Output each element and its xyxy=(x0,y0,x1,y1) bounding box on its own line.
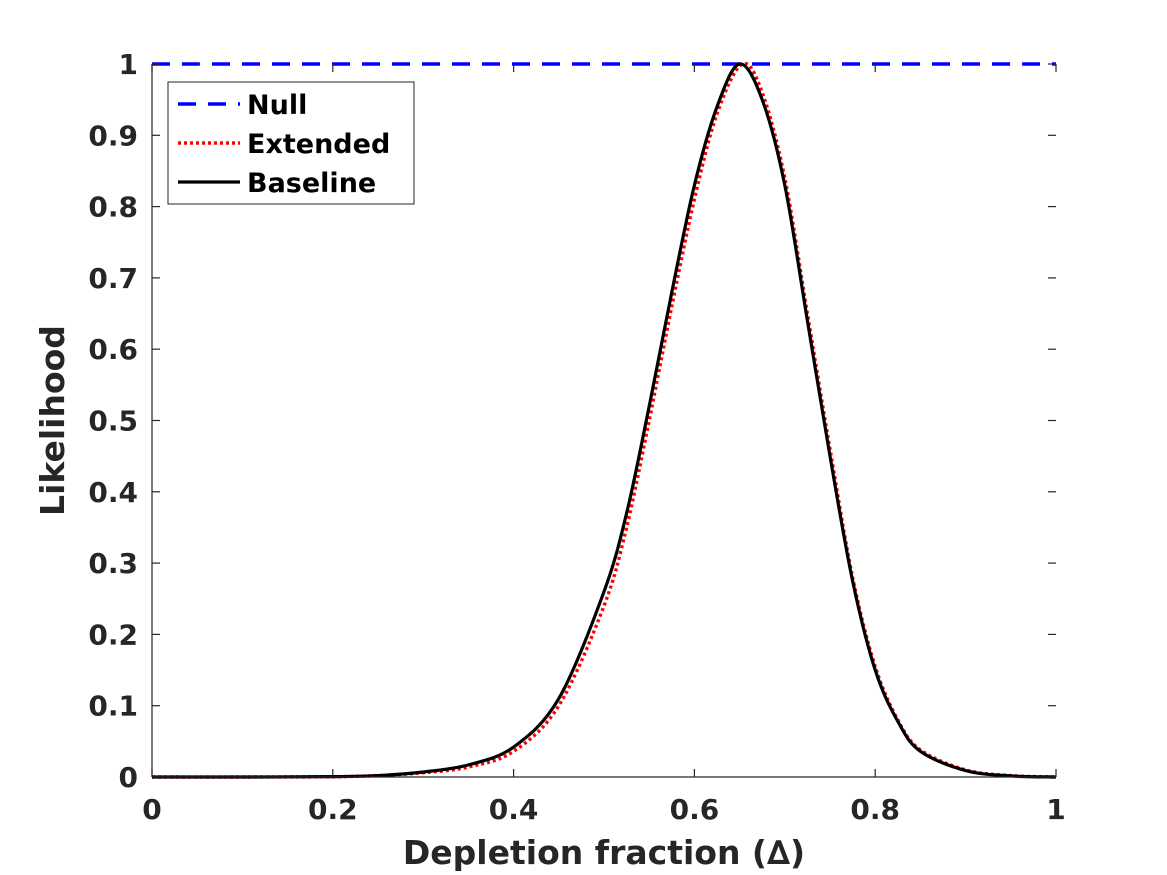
x-tick-label: 0 xyxy=(142,793,161,826)
y-tick-label: 0.1 xyxy=(88,690,138,723)
x-tick-label: 0.8 xyxy=(850,793,900,826)
y-tick-label: 0.5 xyxy=(88,405,138,438)
legend-label-null: Null xyxy=(247,90,307,121)
x-tick-label: 0.4 xyxy=(489,793,539,826)
x-tick-label: 0.6 xyxy=(670,793,720,826)
y-tick-label: 0.4 xyxy=(88,476,138,509)
y-tick-label: 0.9 xyxy=(88,119,138,152)
x-tick-label: 0.2 xyxy=(308,793,358,826)
y-axis-title: Likelihood xyxy=(33,325,72,516)
legend-label-baseline: Baseline xyxy=(247,168,376,199)
x-axis-title: Depletion fraction (∆) xyxy=(403,833,805,872)
y-tick-label: 1 xyxy=(119,48,138,81)
y-tick-label: 0.6 xyxy=(88,333,138,366)
x-ticks: 0 0.2 0.4 0.6 0.8 1 xyxy=(142,64,1066,826)
legend-label-extended: Extended xyxy=(247,129,390,160)
y-ticks: 0 0.1 0.2 0.3 0.4 0.5 0.6 0.7 0.8 0.9 1 xyxy=(88,48,1056,794)
y-tick-label: 0.8 xyxy=(88,191,138,224)
y-tick-label: 0.7 xyxy=(88,262,138,295)
series-layer xyxy=(151,61,1057,779)
y-tick-label: 0.3 xyxy=(88,547,138,580)
y-tick-label: 0 xyxy=(119,761,138,794)
x-tick-label: 1 xyxy=(1046,793,1065,826)
y-tick-label: 0.2 xyxy=(88,618,138,651)
series-line-baseline xyxy=(151,62,1057,779)
plot-area: 0 0.2 0.4 0.6 0.8 1 0 0.1 0.2 0.3 0.4 0.5 0.6 0.7 0.8… xyxy=(88,48,1065,826)
legend: Null Extended Baseline xyxy=(167,81,415,205)
legend-entries: Null Extended Baseline xyxy=(178,90,390,199)
